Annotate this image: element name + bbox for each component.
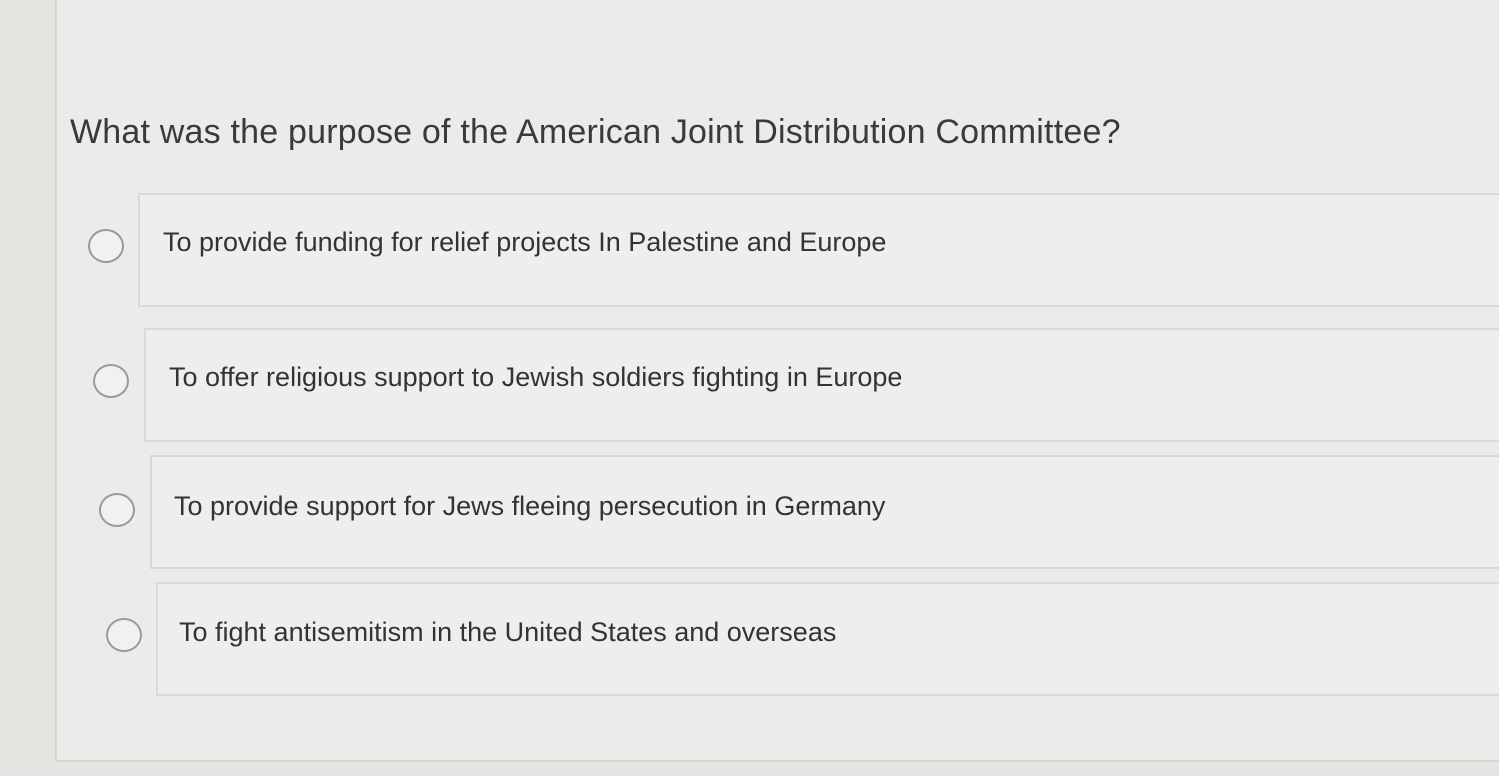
radio-button[interactable]	[99, 493, 135, 527]
answer-option-2[interactable]: To offer religious support to Jewish sol…	[0, 328, 1499, 442]
radio-button[interactable]	[106, 618, 142, 652]
answer-option-3[interactable]: To provide support for Jews fleeing pers…	[0, 455, 1499, 569]
option-label[interactable]: To provide funding for relief projects I…	[163, 227, 887, 257]
option-box[interactable]	[138, 193, 1499, 307]
radio-button[interactable]	[93, 364, 129, 398]
option-box[interactable]	[150, 455, 1499, 569]
answer-option-4[interactable]: To fight antisemitism in the United Stat…	[0, 582, 1499, 696]
option-label[interactable]: To offer religious support to Jewish sol…	[169, 362, 903, 392]
radio-button[interactable]	[88, 229, 124, 263]
option-label[interactable]: To fight antisemitism in the United Stat…	[179, 617, 837, 647]
option-box[interactable]	[156, 582, 1499, 696]
question-text: What was the purpose of the American Joi…	[70, 113, 1121, 151]
option-box[interactable]	[144, 328, 1499, 442]
option-label[interactable]: To provide support for Jews fleeing pers…	[174, 491, 886, 521]
answer-option-1[interactable]: To provide funding for relief projects I…	[0, 193, 1499, 307]
